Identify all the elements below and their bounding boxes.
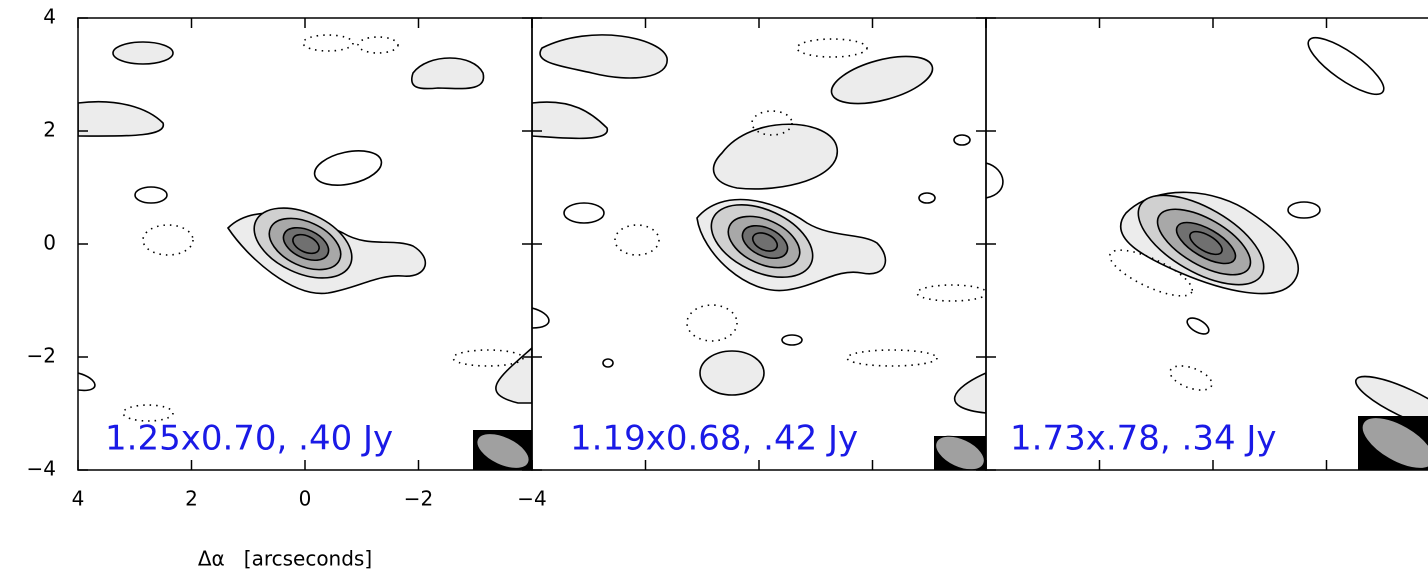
y-tick-label: 2 [43,118,56,142]
y-tick-label: 4 [43,5,56,29]
x-tick-label: −4 [517,487,546,511]
x-tick-label: 0 [299,487,312,511]
y-tick-label: 0 [43,231,56,255]
x-tick-label: −2 [404,487,433,511]
contour-map [78,35,534,476]
y-tick-label: −4 [27,457,56,481]
panel-label: 1.25x0.70, .40 Jy [105,419,393,459]
panel-label: 1.73x.78, .34 Jy [1010,419,1277,459]
x-tick-label: 2 [185,487,198,511]
panels [78,29,1428,479]
x-tick-label: 4 [72,487,85,511]
panel-label: 1.19x0.68, .42 Jy [570,419,858,459]
x-axis-label: Δα [arcseconds] [198,547,372,571]
contour-map [532,35,989,477]
figure: 4 2 0 −2 −4 −4 −2 0 2 4 1.25x0.70, .40 Jy Δα [arcse… [0,0,1428,580]
y-tick-label: −2 [27,344,56,368]
contour-map [986,29,1428,479]
